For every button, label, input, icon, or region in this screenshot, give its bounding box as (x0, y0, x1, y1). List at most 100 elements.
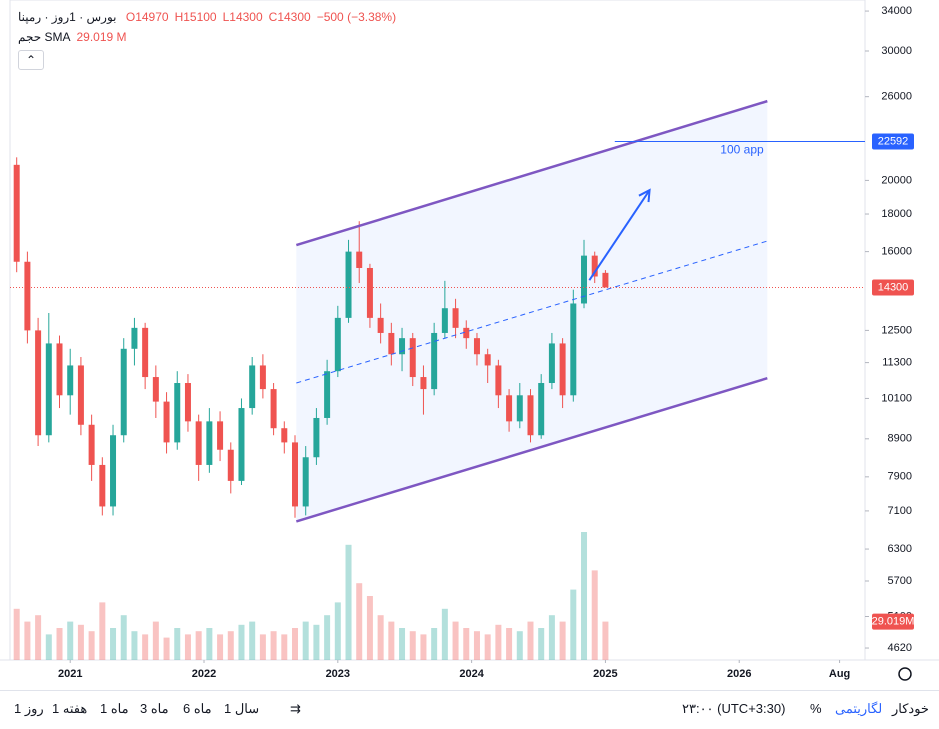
percent-button[interactable]: % (810, 701, 822, 716)
candle-body (163, 401, 170, 443)
volume-bar (527, 621, 534, 660)
volume-bar (452, 621, 459, 660)
last-price-label: 14300 (878, 281, 909, 293)
date-range-button[interactable]: ⇉ (290, 701, 301, 716)
symbol: بورس · 1روز · رمپنا (18, 10, 117, 24)
channel-line (295, 377, 768, 523)
candle-body (441, 308, 448, 333)
change: −500 (−3.38%) (316, 10, 397, 24)
candle-body (366, 267, 373, 318)
candle-body (506, 395, 513, 422)
candle-body (152, 377, 159, 402)
y-tick-label: 18000 (881, 208, 912, 220)
y-tick-label: 7100 (888, 505, 912, 517)
candle-body (56, 343, 63, 396)
volume-bar (591, 570, 598, 660)
range-button[interactable]: روز 1 (14, 701, 44, 716)
candle-body (217, 421, 224, 450)
ohlc: L14300 (222, 10, 263, 24)
volume-bar (356, 583, 363, 660)
y-tick-label: 26000 (881, 91, 912, 103)
volume-bar (484, 634, 491, 660)
candle-body (527, 395, 534, 436)
candle-body (184, 383, 191, 422)
target-label: 100 app (720, 143, 764, 157)
auto-button[interactable]: خودکار (892, 701, 929, 716)
x-tick-label: Aug (829, 668, 850, 680)
volume-bar (431, 628, 438, 660)
arrow (588, 189, 651, 281)
candle-body (302, 457, 309, 507)
x-tick-label: 2021 (58, 668, 82, 680)
candle-body (120, 348, 127, 436)
candle-body (77, 365, 84, 425)
y-tick-label: 10100 (881, 392, 912, 404)
volume-bar (324, 615, 331, 660)
candle-body (88, 424, 95, 465)
volume-bar (302, 621, 309, 660)
indicator-value: 29.019 M (76, 30, 127, 44)
volume-bar (67, 621, 74, 660)
volume-bar (163, 637, 170, 660)
volume-bar (559, 621, 566, 660)
settings-icon (898, 667, 912, 681)
y-tick-label: 16000 (881, 246, 912, 258)
chart: 100 app 34000 30000 26000 20000 18000 16000 125… (0, 0, 939, 681)
candle-body (174, 383, 181, 443)
range-button[interactable]: ماه 3 (140, 701, 169, 716)
collapse-button[interactable]: ⌃ (18, 50, 44, 70)
candle-body (110, 435, 117, 507)
indicator: حجم SMA (18, 30, 71, 44)
candle-body (409, 338, 416, 378)
volume-bar (99, 602, 106, 660)
volume-bar (259, 634, 266, 660)
volume-bar (35, 615, 42, 660)
target-price-label: 22592 (878, 135, 909, 147)
range-button[interactable]: هفته 1 (52, 701, 88, 716)
candle-body (388, 332, 395, 355)
candle-body (484, 354, 491, 366)
y-tick-label: 30000 (881, 45, 912, 57)
candle-body (281, 428, 288, 443)
volume-label: 29.019M (872, 616, 915, 628)
candle-body (538, 383, 545, 436)
volume-bar (110, 628, 117, 660)
volume-bar (249, 621, 256, 660)
toolbar: روز 1 هفته 1 ماه 1 ماه 3 ماه 6 سال 1 ⇉ ۲… (0, 690, 939, 729)
volume-bar (13, 608, 20, 660)
volume-bar (399, 628, 406, 660)
volume-bar (184, 634, 191, 660)
log-button[interactable]: لگاریتمی (835, 701, 883, 716)
candle-body (591, 255, 598, 277)
volume-bar (45, 634, 52, 660)
volume-bar (334, 602, 341, 660)
volume-bar (506, 628, 513, 660)
candle-body (334, 317, 341, 372)
timezone[interactable]: ۲۳:۰۰ (UTC+3:30) (682, 701, 786, 716)
y-tick-label: 8900 (888, 433, 912, 445)
candle-body (463, 327, 470, 339)
volume-bar (570, 589, 577, 660)
channel-line (295, 99, 768, 247)
y-tick-label: 6300 (888, 543, 912, 555)
volume-bar (602, 621, 609, 660)
candle-body (195, 421, 202, 465)
channel-fill (296, 101, 768, 522)
candle-body (452, 308, 459, 328)
range-button[interactable]: ماه 6 (183, 701, 212, 716)
candle-body (24, 261, 31, 331)
range-button[interactable]: ماه 1 (100, 701, 129, 716)
candle-body (292, 442, 298, 507)
candle-body (356, 251, 363, 268)
ohlc: H15100 (174, 10, 217, 24)
channel-midline (296, 240, 768, 384)
volume-bar (217, 634, 224, 660)
volume-bar (174, 628, 181, 660)
y-tick-label: 11300 (882, 357, 912, 369)
candle-body (227, 449, 234, 481)
volume-bar (345, 544, 352, 660)
y-tick-label: 20000 (881, 174, 912, 186)
range-button[interactable]: سال 1 (224, 701, 260, 716)
volume-bar (366, 596, 373, 660)
